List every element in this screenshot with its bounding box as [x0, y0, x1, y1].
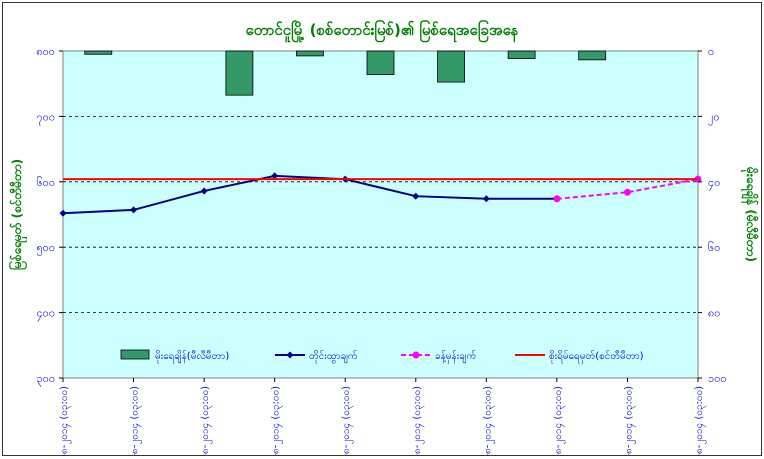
legend-swatch-bar [120, 349, 150, 360]
rainfall-bar [578, 50, 607, 61]
left-tick-label: ၄၀၀ [36, 307, 55, 322]
chart-svg: တောင်ငူမြို့ (စစ်တောင်းမြစ်)၏ မြစ်ရေအခြေ… [7, 19, 760, 459]
x-tick-label: ၂၀-၈-၂၀၁၄ (၀၃:၀၀) [553, 386, 566, 455]
x-axis-ticks: ၁၃-၈-၂၀၁၄ (၀၃:၀၀) ၁၄-၈-၂၀၁၄ (၀၃:၀၀) ၁၅-၈-၂… [59, 378, 707, 459]
forecast-point [553, 195, 561, 203]
chart-title: တောင်ငူမြို့ (စစ်တောင်းမြစ်)၏ မြစ်ရေအခြေ… [245, 19, 518, 43]
observed-point [412, 192, 420, 200]
forecast-point [623, 188, 631, 196]
rainfall-bar [84, 50, 113, 55]
left-tick-label: ၃၀၀ [36, 372, 55, 387]
right-tick-label: ၈၀ [708, 307, 720, 320]
data-lines [59, 172, 702, 217]
rainfall-bar [366, 50, 395, 75]
left-tick-label: ၆၀၀ [36, 176, 55, 189]
rainfall-bar [437, 50, 465, 83]
x-tick-label: ၁၅-၈-၂၀၁၄ (၀၃:၀၀) [200, 386, 213, 455]
plot-area [62, 50, 699, 379]
right-tick-label: ၆၀ [708, 241, 720, 254]
legend-swatch-marker [412, 351, 420, 359]
x-tick-label: ၂၁-၈-၂၀၁၄ (၀၃:၀၀) [623, 386, 636, 455]
left-tick-label: ၇၀၀ [36, 110, 55, 125]
rainfall-bar [225, 50, 254, 96]
x-tick-label: ၁၉-၈-၂၀၁၄ (၀၃:၀၀) [482, 386, 495, 455]
y-axis-right-label: မိုးရေချိန် (မီလီမီတာ) [740, 166, 760, 262]
x-tick-label: ၁၈-၈-၂၀၁၄ (၀၃:၀၀) [412, 386, 425, 455]
y-axis-left-label: မြစ်ရေမှတ် (စင်တီမီတာ) [7, 159, 28, 270]
legend-label: ခန့်မှန်းချက် [435, 349, 476, 364]
observed-point [130, 206, 138, 214]
x-tick-label: ၁၄-၈-၂၀၁၄ (၀၃:၀၀) [130, 386, 143, 455]
observed-line [62, 174, 557, 215]
legend-label: စိုးရိမ်ရေမှတ်(စင်တီမီတာ) [549, 349, 644, 364]
observed-point [200, 187, 208, 195]
observed-point [482, 195, 490, 203]
right-tick-label: ၀ [708, 45, 714, 58]
right-tick-label: ၄၀ [708, 176, 720, 191]
x-tick-label: ၁၇-၈-၂၀၁၄ (၀၃:၀၀) [341, 386, 354, 455]
x-tick-label: ၁၃-၈-၂၀၁၄ (၀၃:၀၀) [59, 386, 72, 455]
observed-point [271, 172, 279, 180]
legend: မိုးရေချိန်(မီလီမီတာ) တိုင်းထွာချက် ခန့်မှ… [120, 349, 644, 364]
rainfall-bar [296, 50, 324, 57]
x-tick-label: ၂၂-၈-၂၀၁၄ (၀၃:၀၀) [694, 386, 707, 455]
rainfall-bar [507, 50, 536, 59]
left-tick-label: ၈၀၀ [36, 45, 55, 58]
right-tick-label: ၂၀ [708, 110, 720, 125]
legend-label: မိုးရေချိန်(မီလီမီတာ) [155, 349, 229, 364]
legend-swatch-marker [286, 351, 294, 359]
observed-point [59, 209, 67, 217]
x-tick-label: ၁၆-၈-၂၀၁၄ (၀၃:၀၀) [269, 386, 284, 455]
legend-label: တိုင်းထွာချက် [309, 349, 358, 364]
left-tick-label: ၅၀၀ [36, 241, 55, 256]
rainfall-bars [84, 50, 607, 96]
gridlines [63, 116, 698, 314]
right-tick-label: ၁၀၀ [708, 372, 727, 385]
